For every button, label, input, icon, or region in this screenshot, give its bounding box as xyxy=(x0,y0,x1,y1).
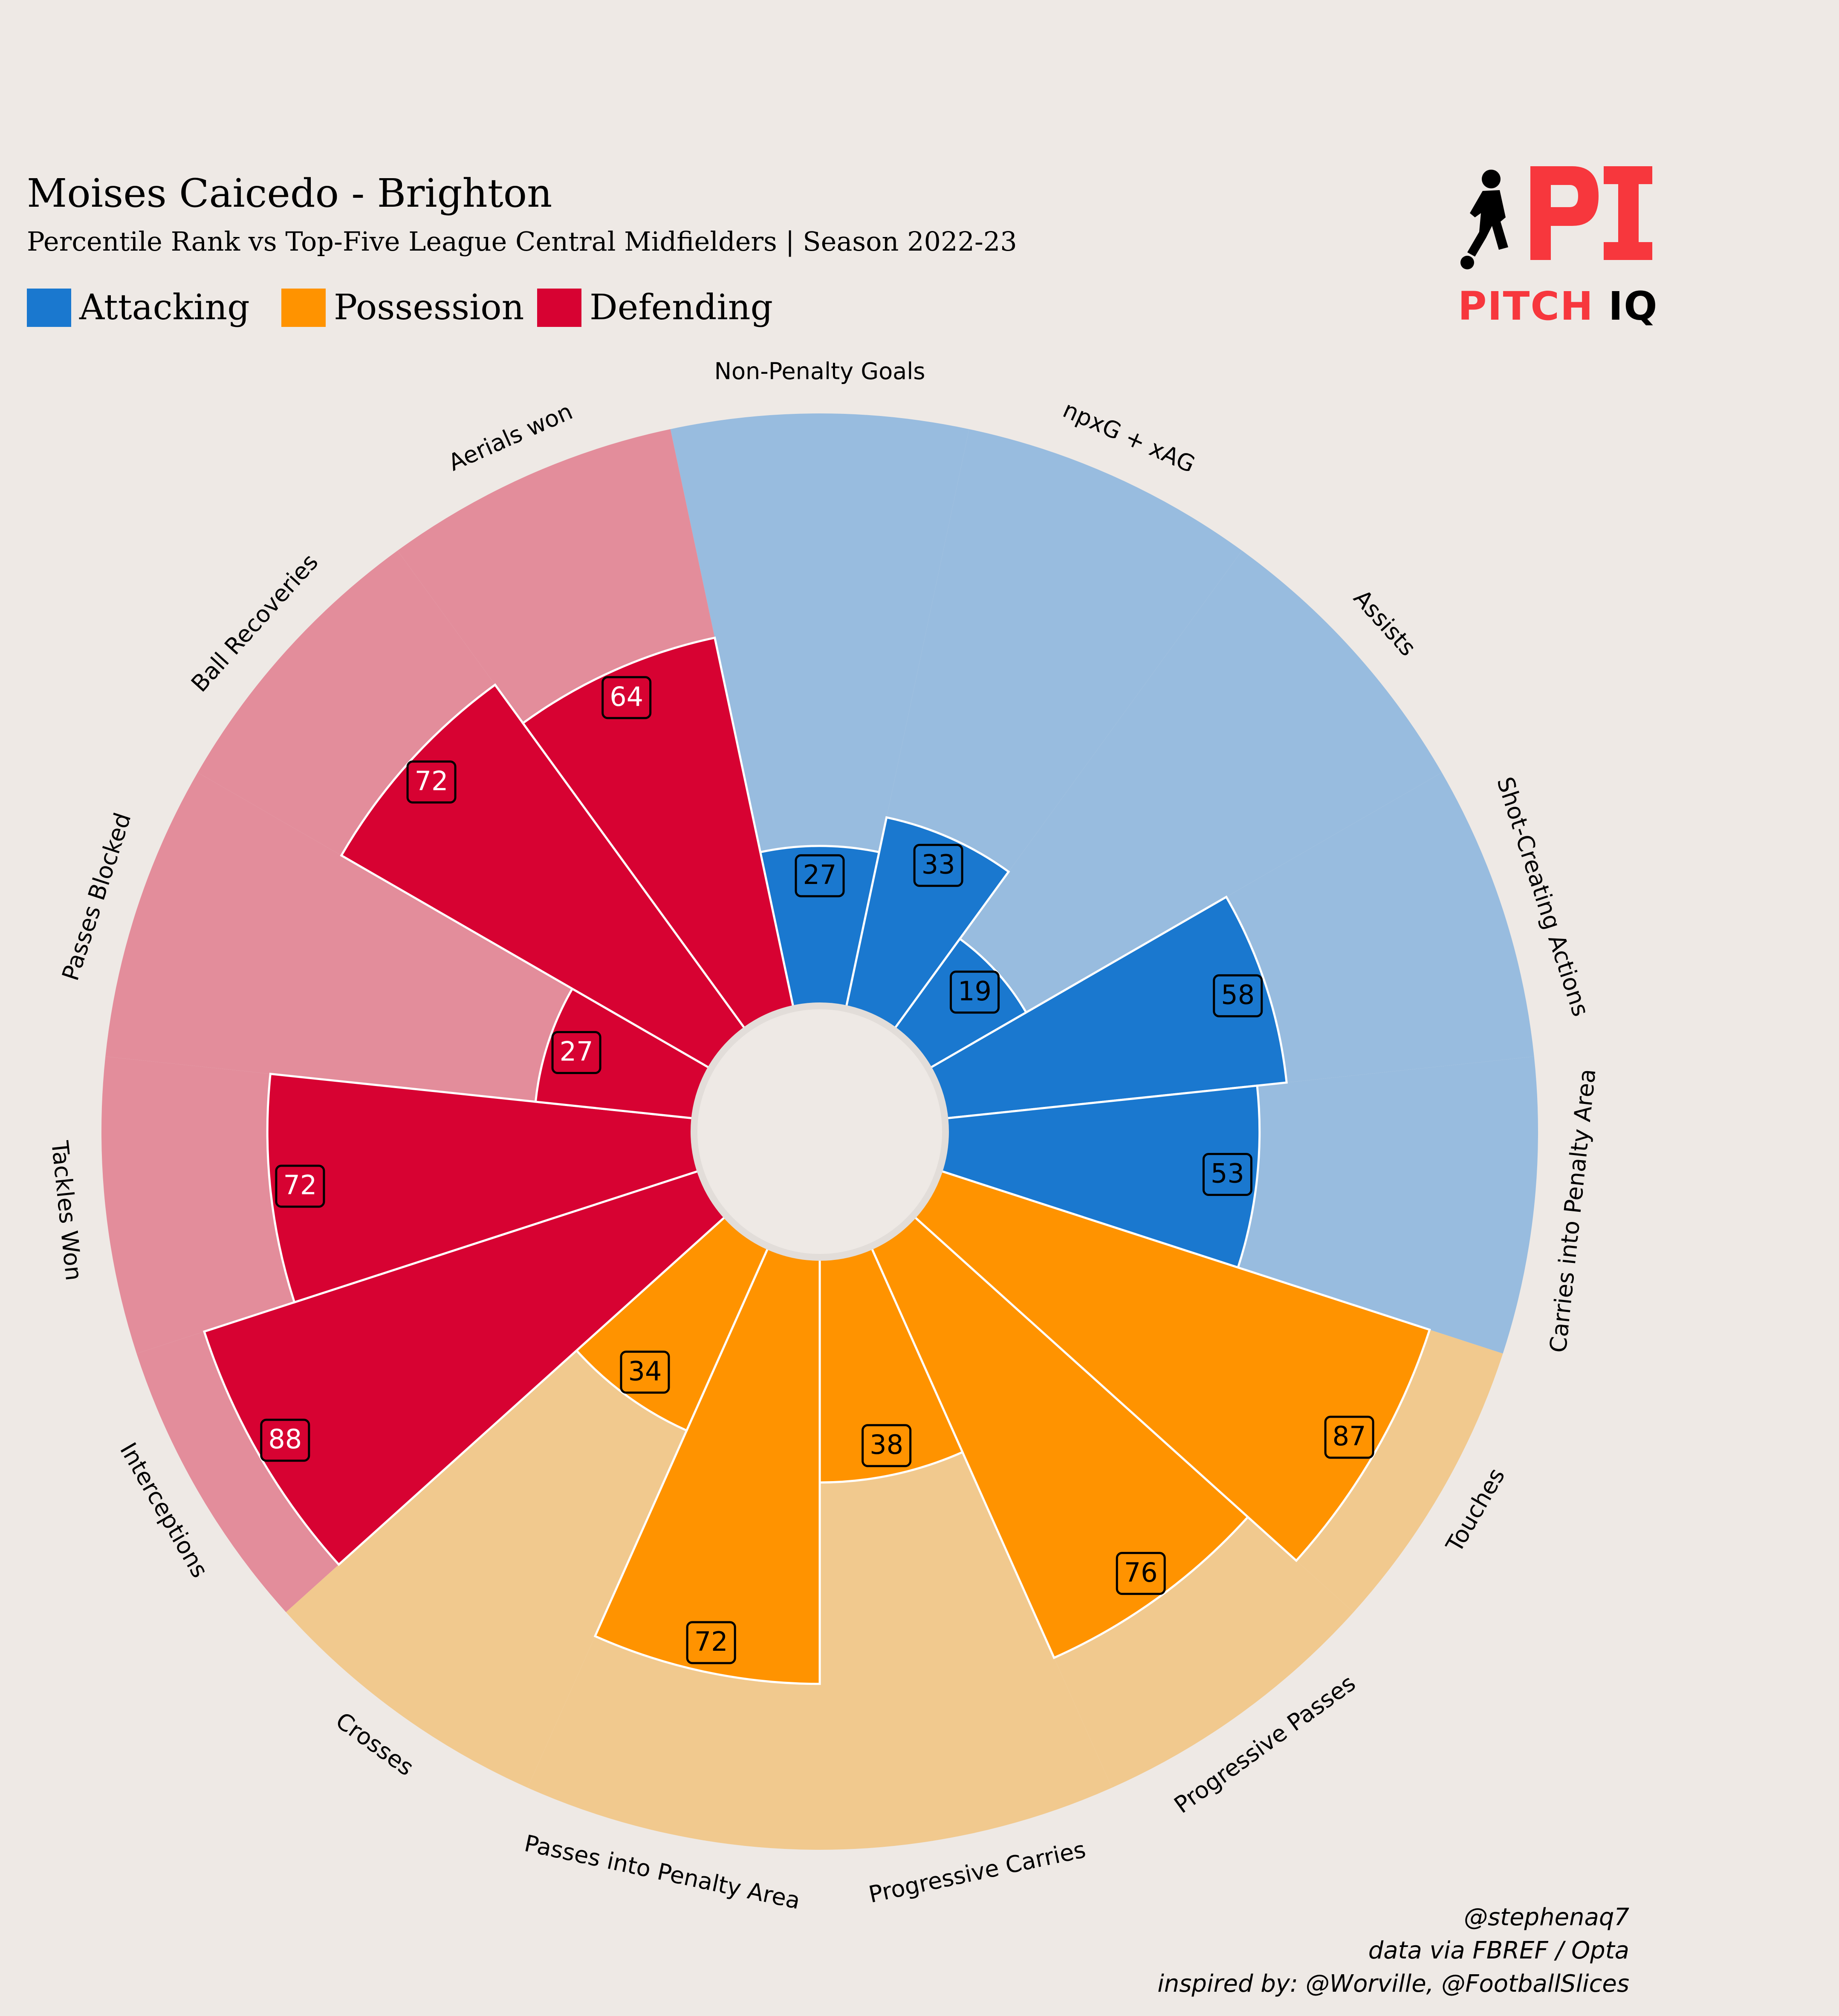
value-label-box xyxy=(1202,1153,1252,1196)
param-label-carries-into-penalty-area: Carries into Penalty Area xyxy=(1544,1068,1601,1354)
value-label-text: 34 xyxy=(628,1355,662,1386)
value-label-text: 87 xyxy=(1333,1421,1366,1452)
value-label-interceptions: 88 xyxy=(260,1418,310,1462)
slice-background-non-penalty-goals xyxy=(670,413,969,1009)
credits: @stephenaq7 data via FBREF / Opta inspir… xyxy=(1157,1901,1629,2001)
value-label-aerials-won: 64 xyxy=(601,676,652,719)
legend-swatch-possession xyxy=(281,289,326,327)
value-label-text: 72 xyxy=(283,1170,317,1201)
legend-swatch-defending xyxy=(537,289,581,327)
param-label-assists: Assists xyxy=(1348,584,1421,661)
value-label-box xyxy=(686,1621,736,1664)
value-label-shot-creating-actions: 58 xyxy=(1213,974,1263,1017)
credit-line-author: @stephenaq7 xyxy=(1463,1903,1629,1931)
chart-subtitle: Percentile Rank vs Top-Five League Centr… xyxy=(27,226,1017,257)
logo-text: PITCH IQ xyxy=(1458,283,1658,329)
value-label-crosses: 34 xyxy=(620,1350,670,1394)
pitch-iq-logo: PITCH IQ xyxy=(1458,162,1663,332)
value-label-text: 33 xyxy=(922,849,955,880)
value-label-passes-into-penalty-area: 72 xyxy=(686,1621,736,1664)
value-label-text: 72 xyxy=(694,1626,728,1657)
value-label-text: 58 xyxy=(1221,979,1255,1010)
value-label-assists: 19 xyxy=(949,970,1000,1014)
value-label-box xyxy=(1213,974,1263,1017)
value-label-text: 53 xyxy=(1211,1158,1244,1189)
logo-text-iq: IQ xyxy=(1608,283,1658,329)
value-label-non-penalty-goals: 27 xyxy=(795,854,845,898)
value-label-box xyxy=(620,1350,670,1394)
value-label-box xyxy=(1116,1552,1166,1595)
param-label-tackles-won: Tackles Won xyxy=(46,1139,87,1282)
center-circle xyxy=(691,1002,949,1261)
value-label-progressive-passes: 76 xyxy=(1116,1552,1166,1595)
value-label-npxg-xag: 33 xyxy=(913,843,963,887)
credit-line-source: data via FBREF / Opta xyxy=(1368,1937,1629,1964)
value-label-text: 72 xyxy=(415,765,448,797)
logo-text-pitch: PITCH xyxy=(1458,283,1594,329)
value-label-box xyxy=(862,1424,912,1467)
param-label-progressive-carries: Progressive Carries xyxy=(866,1836,1088,1908)
slice-background-assists xyxy=(893,550,1442,1069)
value-label-box xyxy=(551,1031,601,1074)
value-label-text: 27 xyxy=(560,1036,593,1067)
value-label-text: 27 xyxy=(803,859,837,890)
value-label-box xyxy=(406,760,457,804)
value-label-text: 76 xyxy=(1124,1557,1158,1588)
legend-label: Attacking xyxy=(79,287,250,328)
legend-label: Possession xyxy=(334,287,524,328)
value-label-box xyxy=(795,854,845,898)
param-label-non-penalty-goals: Non-Penalty Goals xyxy=(714,358,925,385)
value-label-touches: 87 xyxy=(1324,1415,1374,1459)
legend-label: Defending xyxy=(590,287,773,328)
value-label-text: 19 xyxy=(958,976,992,1007)
value-label-tackles-won: 72 xyxy=(275,1164,325,1208)
player-silhouette-icon xyxy=(1460,166,1652,269)
value-label-passes-blocked: 27 xyxy=(551,1031,601,1074)
value-label-box xyxy=(1324,1415,1374,1459)
legend-swatch-attacking xyxy=(27,289,71,327)
value-label-text: 64 xyxy=(610,681,643,712)
value-label-box xyxy=(260,1418,310,1462)
param-label-touches: Touches xyxy=(1440,1464,1510,1557)
value-label-box xyxy=(275,1164,325,1208)
value-labels: 27 33 19 58 53 87 76 38 72 34 88 72 27 72 64 xyxy=(260,676,1374,1664)
value-label-box xyxy=(601,676,652,719)
credit-line-inspired: inspired by: @Worville, @FootballSlices xyxy=(1157,1970,1629,1998)
value-label-ball-recoveries: 72 xyxy=(406,760,457,804)
value-label-box xyxy=(913,843,963,887)
value-label-progressive-carries: 38 xyxy=(862,1424,912,1467)
value-label-text: 88 xyxy=(268,1424,302,1455)
value-label-carries-into-penalty-area: 53 xyxy=(1202,1153,1252,1196)
chart-title: Moises Caicedo - Brighton xyxy=(27,170,552,216)
value-label-text: 38 xyxy=(870,1429,903,1460)
value-label-box xyxy=(949,970,1000,1014)
